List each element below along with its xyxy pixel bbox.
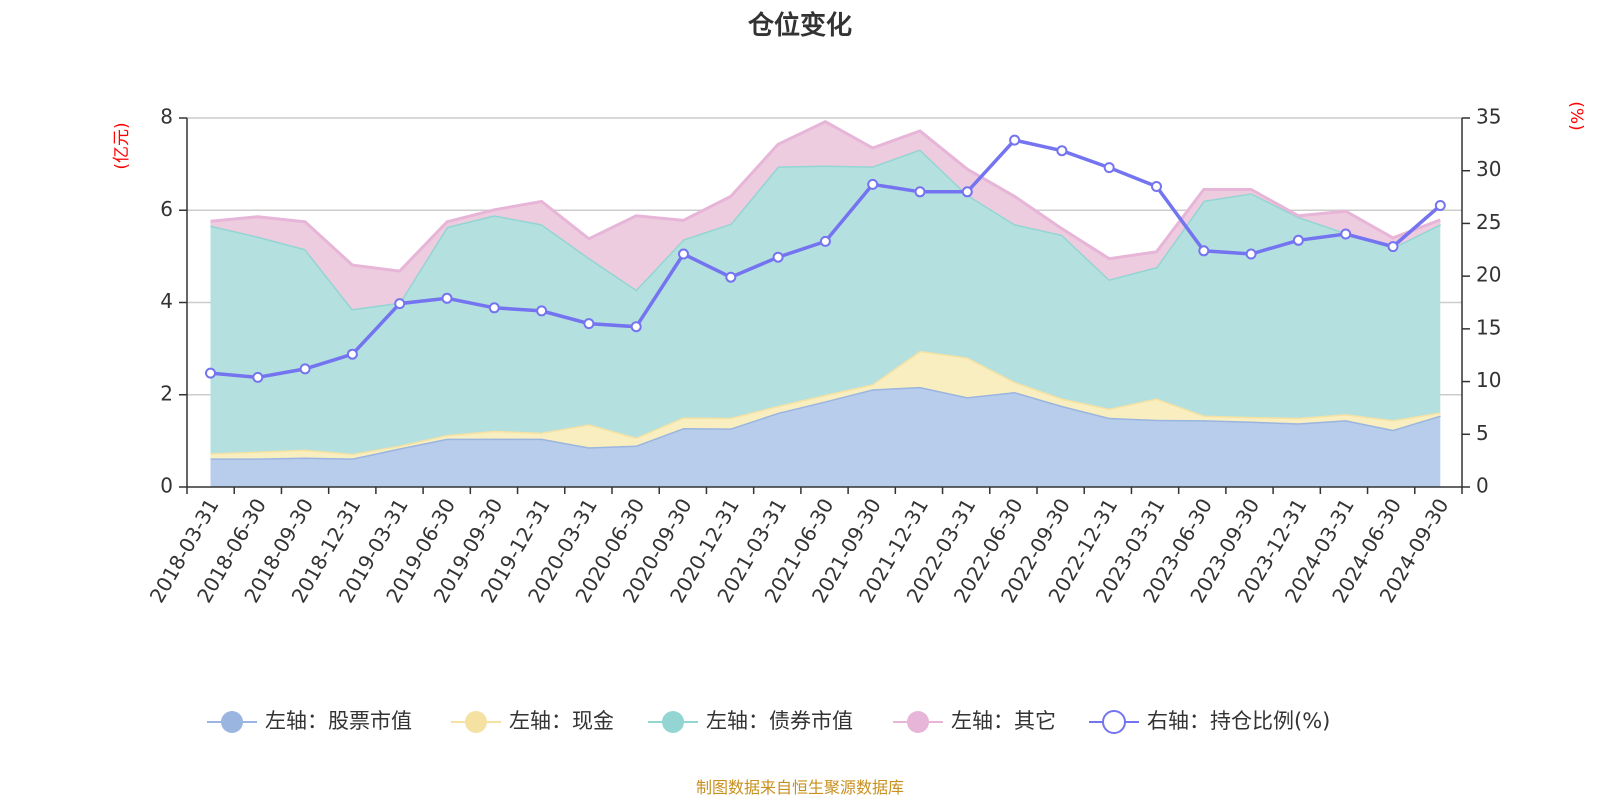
ratio-point bbox=[819, 235, 831, 247]
legend: 左轴：股票市值 左轴：现金 左轴：债券市值 左轴：其它 右轴：持仓比例(%) bbox=[207, 709, 1330, 734]
area-2 bbox=[210, 149, 1441, 454]
right-tick-label: 25 bbox=[1476, 210, 1501, 234]
ratio-point bbox=[772, 251, 784, 263]
right-axis-unit: (%) bbox=[1566, 101, 1586, 130]
ratio-point bbox=[394, 298, 406, 310]
ratio-point bbox=[583, 318, 595, 330]
right-tick-label: 0 bbox=[1476, 474, 1489, 498]
ratio-point bbox=[867, 178, 879, 190]
legend-marker bbox=[221, 711, 243, 733]
right-tick-label: 15 bbox=[1476, 315, 1501, 339]
ratio-point bbox=[205, 367, 216, 379]
x-tick-labels: 2018-03-312018-06-302018-09-302018-12-31… bbox=[145, 494, 1454, 607]
ratio-point bbox=[1009, 134, 1021, 146]
legend-item[interactable]: 左轴：股票市值 bbox=[207, 709, 412, 733]
area-edge-3 bbox=[210, 120, 1441, 273]
ratio-point bbox=[536, 305, 548, 317]
legend-label: 左轴：股票市值 bbox=[265, 709, 412, 733]
legend-item[interactable]: 左轴：债券市值 bbox=[648, 709, 853, 733]
right-tick-label: 10 bbox=[1476, 368, 1501, 392]
left-tick-label: 2 bbox=[160, 381, 173, 405]
ratio-point bbox=[1056, 145, 1068, 157]
left-tick-label: 4 bbox=[160, 289, 173, 313]
ratio-point bbox=[299, 363, 311, 375]
right-tick-label: 20 bbox=[1476, 263, 1501, 287]
legend-marker bbox=[662, 711, 684, 733]
legend-label: 左轴：现金 bbox=[509, 709, 614, 733]
area-0 bbox=[210, 386, 1441, 487]
ratio-point bbox=[252, 371, 264, 383]
axes: 0 2 4 6 8 0 5 10 15 20 25 30 35 bbox=[160, 105, 1501, 498]
legend-item[interactable]: 左轴：其它 bbox=[893, 709, 1056, 733]
ratio-point bbox=[346, 348, 358, 360]
legend-label: 左轴：其它 bbox=[951, 709, 1056, 733]
right-tick-label: 30 bbox=[1476, 157, 1501, 181]
legend-marker bbox=[1102, 710, 1126, 734]
stacked-areas bbox=[210, 120, 1441, 487]
ratio-point bbox=[725, 271, 737, 283]
legend-marker bbox=[907, 711, 929, 733]
source-note: 制图数据来自恒生聚源数据库 bbox=[696, 778, 904, 797]
ratio-point bbox=[678, 248, 689, 260]
ratio-point bbox=[961, 186, 973, 198]
legend-label: 右轴：持仓比例(%) bbox=[1147, 709, 1330, 733]
legend-item[interactable]: 右轴：持仓比例(%) bbox=[1089, 709, 1330, 734]
left-tick-label: 0 bbox=[160, 474, 173, 498]
ratio-point bbox=[630, 321, 642, 333]
ratio-point bbox=[441, 292, 453, 304]
left-tick-label: 6 bbox=[160, 197, 173, 221]
chart-title: 仓位变化 bbox=[747, 10, 852, 41]
left-axis-unit: (亿元) bbox=[112, 122, 132, 169]
ratio-point bbox=[1434, 200, 1446, 211]
left-tick-label: 8 bbox=[160, 105, 173, 129]
ratio-line bbox=[205, 134, 1446, 383]
ratio-point bbox=[1340, 228, 1352, 240]
ratio-point bbox=[1198, 245, 1210, 257]
ratio-point bbox=[488, 302, 500, 314]
right-tick-label: 35 bbox=[1476, 105, 1501, 129]
legend-label: 左轴：债券市值 bbox=[706, 709, 853, 733]
ratio-point bbox=[1292, 234, 1304, 246]
ratio-point bbox=[914, 186, 926, 198]
ratio-point bbox=[1387, 241, 1399, 253]
legend-item[interactable]: 左轴：现金 bbox=[451, 709, 614, 733]
ratio-point bbox=[1151, 181, 1162, 192]
ratio-point bbox=[1103, 162, 1115, 174]
area-3 bbox=[210, 121, 1441, 309]
right-tick-label: 5 bbox=[1476, 421, 1489, 445]
legend-marker bbox=[465, 711, 487, 733]
ratio-point bbox=[1245, 248, 1257, 260]
